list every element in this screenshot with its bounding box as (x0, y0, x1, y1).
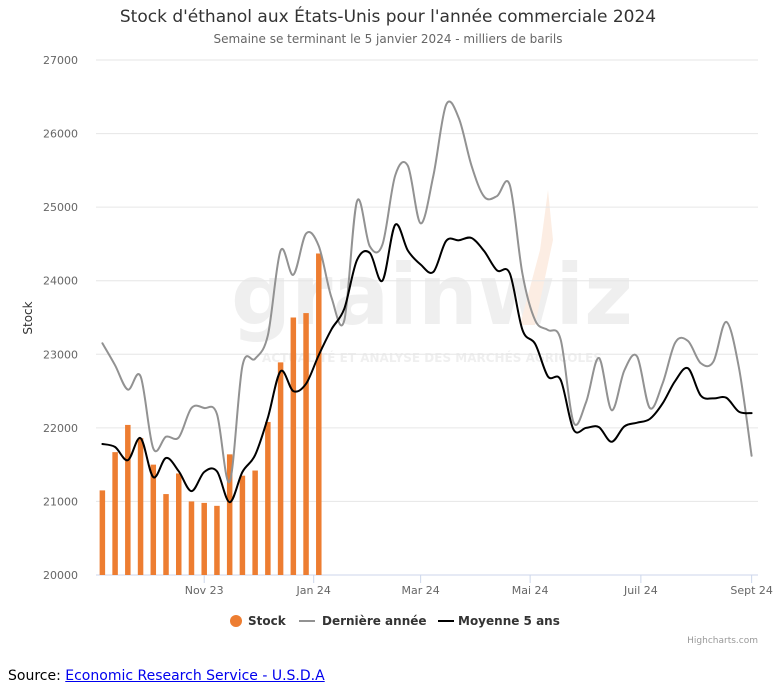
stock-bars (99, 253, 322, 575)
stock-bar-13 (252, 470, 258, 575)
chart-title: Stock d'éthanol aux États-Unis pour l'an… (120, 5, 656, 27)
stock-bar-15 (277, 362, 284, 575)
stock-bar-11 (226, 454, 233, 575)
legend-item-derniere-annee[interactable]: Dernière année (299, 614, 427, 628)
watermark-tagline: ACTUALITÉ ET ANALYSE DES MARCHÉS AGRICOL… (262, 350, 602, 365)
y-axis: 20000 21000 22000 23000 24000 25000 26000 27000 (43, 54, 78, 582)
stock-bar-9 (201, 502, 207, 575)
legend-item-moyenne-5-ans[interactable]: Moyenne 5 ans (438, 614, 560, 628)
stock-bar-12 (239, 475, 246, 575)
stock-bar-16 (290, 317, 297, 575)
moyenne-5-ans-line (101, 223, 753, 504)
y-tick-label-23000: 23000 (43, 348, 78, 361)
x-tick-label-4: Juil 24 (623, 584, 658, 597)
series-lines (101, 100, 753, 504)
legend-label-moyenne-5-ans: Moyenne 5 ans (458, 614, 560, 628)
legend-label-derniere-annee: Dernière année (322, 614, 427, 628)
stock-bar-8 (188, 501, 195, 575)
legend: Stock Dernière année Moyenne 5 ans (230, 614, 560, 628)
stock-bar-14 (265, 421, 271, 575)
y-tick-label-25000: 25000 (43, 201, 78, 214)
y-tick-label-21000: 21000 (43, 495, 78, 508)
y-axis-title: Stock (21, 301, 35, 334)
stock-bar-6 (163, 494, 169, 575)
y-tick-label-27000: 27000 (43, 54, 78, 67)
watermark-flame (520, 190, 553, 325)
legend-item-stock[interactable]: Stock (230, 614, 287, 628)
stock-bar-5 (150, 464, 157, 575)
x-tick-label-1: Jan 24 (295, 584, 330, 597)
stock-bar-1 (99, 490, 106, 575)
stock-bar-7 (176, 473, 182, 575)
source-link[interactable]: Economic Research Service - U.S.D.A (65, 668, 325, 684)
stock-bar-4 (137, 438, 144, 575)
highcharts-credits[interactable]: Highcharts.com (687, 636, 758, 646)
derniere-annee-line (101, 100, 753, 483)
grid-lines (96, 59, 758, 502)
source-line: Source: Economic Research Service - U.S.… (8, 668, 325, 684)
chart: Stock d'éthanol aux États-Unis pour l'an… (21, 5, 773, 646)
stock-bar-2 (112, 452, 118, 575)
source-prefix: Source: (8, 668, 66, 684)
stock-bar-18 (316, 253, 322, 575)
stock-bar-3 (125, 424, 131, 575)
y-tick-label-22000: 22000 (43, 422, 78, 435)
chart-subtitle: Semaine se terminant le 5 janvier 2024 -… (214, 32, 563, 46)
legend-symbol-stock (230, 615, 242, 627)
x-tick-label-2: Mar 24 (402, 584, 440, 597)
x-tick-label-3: Mai 24 (512, 584, 549, 597)
stock-bar-17 (303, 313, 309, 575)
stock-bar-10 (214, 505, 220, 575)
legend-label-stock: Stock (248, 614, 287, 628)
x-tick-label-0: Nov 23 (185, 584, 224, 597)
y-tick-label-20000: 20000 (43, 569, 78, 582)
x-tick-label-5: Sept 24 (730, 584, 773, 597)
x-axis: Nov 23 Jan 24 Mar 24 Mai 24 Juil 24 Sept 24 (96, 574, 773, 597)
y-tick-label-24000: 24000 (43, 275, 78, 288)
y-tick-label-26000: 26000 (43, 128, 78, 141)
